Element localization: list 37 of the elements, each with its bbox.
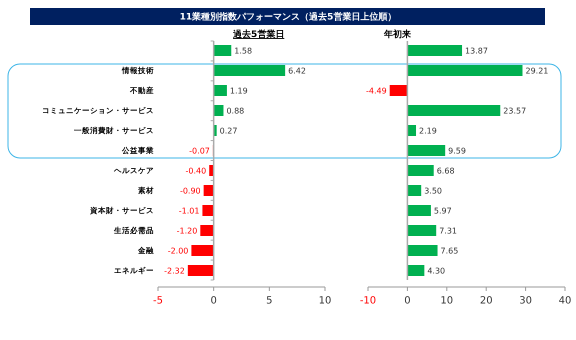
x-tick-label: -5 xyxy=(153,296,163,306)
x-tick-label: 0 xyxy=(404,296,411,306)
data-label: -0.07 xyxy=(189,146,210,156)
x-tick-label: 0 xyxy=(210,296,217,306)
x-tick-label: 10 xyxy=(318,296,332,306)
data-label: 3.50 xyxy=(424,186,442,196)
x-tick-label: 40 xyxy=(558,296,572,306)
data-label: 4.30 xyxy=(427,266,446,276)
data-label: 13.87 xyxy=(465,46,488,56)
data-label: 1.58 xyxy=(234,46,252,56)
data-label: -1.20 xyxy=(176,226,198,236)
chart-title: 年初来 xyxy=(382,29,411,40)
data-label: 0.27 xyxy=(220,126,238,136)
x-tick-label: 30 xyxy=(519,296,532,306)
x-tick-label: 10 xyxy=(440,296,454,306)
data-label: 9.59 xyxy=(448,146,466,156)
data-label: 2.19 xyxy=(419,126,437,136)
data-label: -4.49 xyxy=(366,86,387,96)
data-label: -2.32 xyxy=(164,266,185,276)
data-label: 5.97 xyxy=(434,206,452,216)
chart-subtitle: 過去5営業日 xyxy=(232,29,284,40)
data-label: -0.40 xyxy=(186,166,206,176)
data-label: 6.42 xyxy=(288,66,306,76)
x-tick-label: 5 xyxy=(266,296,273,306)
data-label: -0.90 xyxy=(180,186,201,196)
x-tick-label: -10 xyxy=(360,296,376,306)
data-label: -1.01 xyxy=(178,206,200,216)
data-label: 23.57 xyxy=(503,106,526,116)
data-label: 1.19 xyxy=(230,86,248,96)
x-tick-label: 20 xyxy=(480,296,493,306)
data-label: 6.68 xyxy=(436,166,455,176)
data-label: 7.65 xyxy=(440,246,458,256)
data-label: 0.88 xyxy=(226,106,244,116)
data-label: 29.21 xyxy=(525,66,548,76)
data-label: 7.31 xyxy=(439,226,458,236)
chart-title: 11業種別指数パフォーマンス（過去5営業日上位順） xyxy=(180,12,396,23)
data-label: -2.00 xyxy=(168,246,188,256)
